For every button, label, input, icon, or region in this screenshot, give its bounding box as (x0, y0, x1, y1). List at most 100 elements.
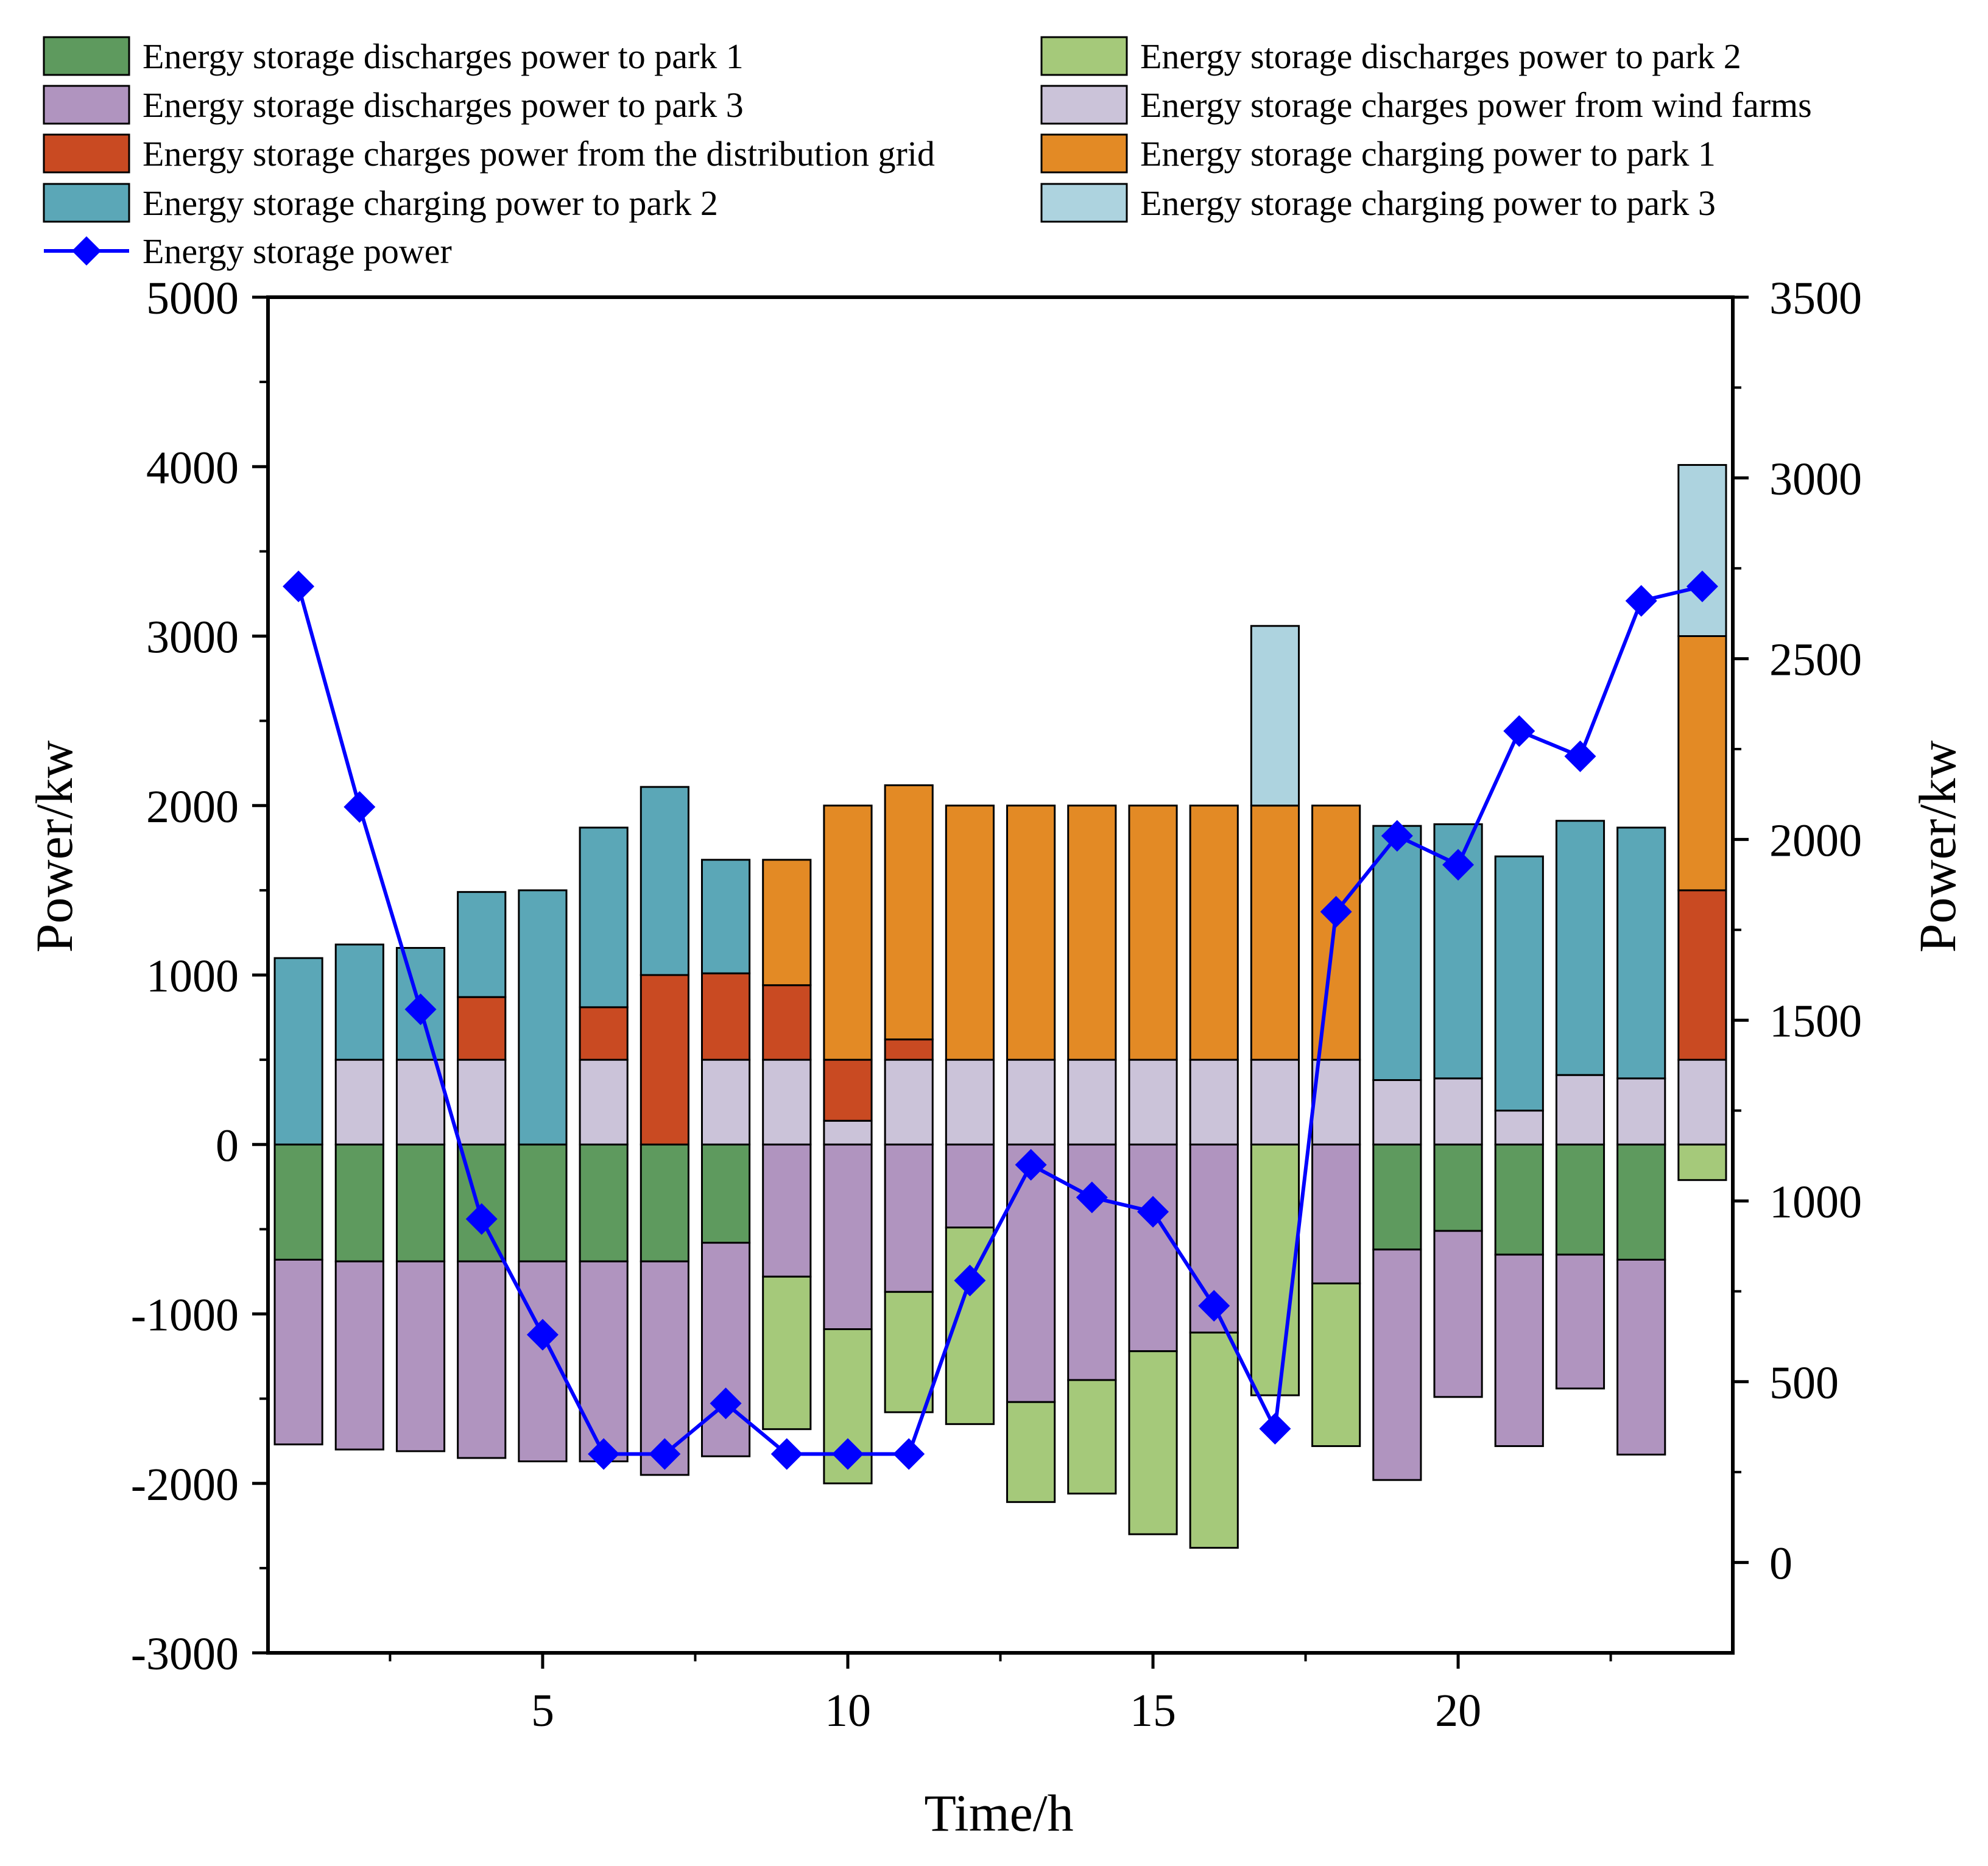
bar-energy-storage-discharges-power-to-park-3-h4 (457, 1260, 507, 1459)
bar-energy-storage-charging-power-to-park-2-h21 (1494, 855, 1544, 1112)
legend-swatch-energy-storage-charging-power-to-park-2 (43, 183, 130, 223)
y2-tick-label: 0 (1769, 1538, 1792, 1590)
y-tick-label: 1000 (146, 951, 239, 1002)
y-tick-label: 0 (216, 1120, 239, 1171)
bar-energy-storage-charges-power-from-wind-farms-h4 (457, 1058, 507, 1146)
y-axis-title: Power/kw (25, 741, 83, 953)
bar-energy-storage-charging-power-to-park-1-h9 (762, 859, 812, 987)
bar-energy-storage-discharges-power-to-park-3-h14 (1067, 1143, 1117, 1381)
bar-energy-storage-discharges-power-to-park-3-h2 (334, 1260, 384, 1451)
y2-tick-label: 2500 (1769, 635, 1862, 686)
bar-energy-storage-charging-power-to-park-1-h18 (1311, 804, 1361, 1061)
bar-energy-storage-charges-power-from-wind-farms-h6 (579, 1058, 629, 1146)
legend-label-energy-storage-charges-power-from-wind-farms: Energy storage charges power from wind f… (1140, 85, 1812, 125)
y2-tick-label: 1000 (1769, 1177, 1862, 1228)
line-point-h16 (1198, 1290, 1230, 1322)
bar-energy-storage-charges-power-from-wind-farms-h21 (1494, 1110, 1544, 1146)
bar-energy-storage-charging-power-to-park-1-h11 (884, 784, 934, 1041)
bar-energy-storage-charges-power-from-the-distribution-grid-h4 (457, 996, 507, 1061)
bar-energy-storage-discharges-power-to-park-2-h15 (1128, 1350, 1178, 1535)
line-point-h8 (710, 1387, 742, 1420)
bar-energy-storage-discharges-power-to-park-3-h19 (1372, 1248, 1422, 1481)
bar-energy-storage-charges-power-from-the-distribution-grid-h8 (700, 972, 751, 1061)
bar-energy-storage-discharges-power-to-park-3-h6 (579, 1260, 629, 1463)
bar-energy-storage-charging-power-to-park-2-h19 (1372, 825, 1422, 1082)
bar-energy-storage-discharges-power-to-park-2-h24 (1677, 1143, 1727, 1181)
bar-energy-storage-charges-power-from-the-distribution-grid-h10 (823, 1058, 873, 1122)
bar-energy-storage-charging-power-to-park-3-h24 (1677, 463, 1727, 638)
y-tick-label: 5000 (146, 273, 239, 324)
bar-energy-storage-charging-power-to-park-2-h5 (518, 889, 568, 1146)
bar-energy-storage-discharges-power-to-park-1-h6 (579, 1143, 629, 1262)
line-point-h3 (404, 993, 437, 1026)
line-point-h17 (1259, 1412, 1291, 1445)
legend-label-energy-storage-discharges-power-to-park-3: Energy storage discharges power to park … (143, 85, 744, 125)
line-point-h24 (1686, 570, 1718, 602)
line-point-h23 (1625, 585, 1657, 617)
legend-label-energy-storage-discharges-power-to-park-1: Energy storage discharges power to park … (143, 37, 744, 76)
legend-label-energy-storage-charging-power-to-park-3: Energy storage charging power to park 3 (1140, 183, 1716, 223)
line-point-h18 (1320, 896, 1352, 928)
legend-label-energy-storage-charging-power-to-park-2: Energy storage charging power to park 2 (143, 183, 718, 223)
bar-energy-storage-discharges-power-to-park-1-h21 (1494, 1143, 1544, 1256)
bar-energy-storage-discharges-power-to-park-1-h1 (273, 1143, 323, 1261)
bar-energy-storage-discharges-power-to-park-1-h20 (1433, 1143, 1483, 1232)
bar-energy-storage-charges-power-from-wind-farms-h23 (1616, 1077, 1666, 1146)
bar-energy-storage-charges-power-from-wind-farms-h18 (1311, 1058, 1361, 1146)
line-point-h10 (831, 1438, 864, 1470)
y2-tick-label: 1500 (1769, 996, 1862, 1047)
y2-axis-title: Power/kw (1908, 741, 1967, 953)
bar-energy-storage-charges-power-from-the-distribution-grid-h6 (579, 1006, 629, 1061)
bar-energy-storage-discharges-power-to-park-2-h16 (1189, 1331, 1239, 1549)
bar-energy-storage-charges-power-from-the-distribution-grid-h11 (884, 1038, 934, 1061)
bar-energy-storage-discharges-power-to-park-2-h13 (1006, 1401, 1056, 1503)
line-point-h1 (283, 570, 315, 602)
bar-energy-storage-charging-power-to-park-2-h2 (334, 943, 384, 1061)
bar-energy-storage-charges-power-from-wind-farms-h20 (1433, 1077, 1483, 1146)
line-point-h22 (1564, 740, 1596, 772)
bar-energy-storage-charges-power-from-wind-farms-h17 (1250, 1058, 1300, 1146)
y-tick-label: 3000 (146, 612, 239, 663)
legend-swatch-energy-storage-charging-power-to-park-1 (1040, 133, 1128, 174)
bar-energy-storage-charges-power-from-wind-farms-h10 (823, 1119, 873, 1146)
line-point-h6 (588, 1438, 620, 1470)
bar-energy-storage-charges-power-from-wind-farms-h11 (884, 1058, 934, 1146)
bar-energy-storage-discharges-power-to-park-3-h22 (1555, 1253, 1606, 1390)
line-series (283, 570, 1718, 1470)
bar-energy-storage-charges-power-from-the-distribution-grid-h9 (762, 984, 812, 1061)
bar-energy-storage-charging-power-to-park-1-h10 (823, 804, 873, 1061)
bar-energy-storage-discharges-power-to-park-1-h8 (700, 1143, 751, 1244)
bar-energy-storage-discharges-power-to-park-1-h7 (640, 1143, 689, 1262)
bar-energy-storage-discharges-power-to-park-1-h5 (518, 1143, 568, 1262)
legend-swatch-energy-storage-charges-power-from-the-distribution-grid (43, 133, 130, 174)
x-tick-label: 20 (1435, 1685, 1481, 1736)
bar-energy-storage-charges-power-from-wind-farms-h15 (1128, 1058, 1178, 1146)
line-energy-storage-power (297, 584, 1703, 1456)
line-point-h15 (1137, 1195, 1169, 1228)
legend-swatch-energy-storage-charges-power-from-wind-farms (1040, 85, 1128, 125)
line-point-h9 (770, 1438, 803, 1470)
bar-energy-storage-discharges-power-to-park-3-h9 (762, 1143, 812, 1278)
line-point-h11 (893, 1438, 925, 1470)
line-point-h7 (649, 1438, 681, 1470)
bar-energy-storage-charges-power-from-wind-farms-h2 (334, 1058, 384, 1146)
axes: -3000 -2000 -1000 0 1000 2000 3000 4000 5000 0 500… (131, 273, 1862, 1736)
legend: Energy storage discharges power to park … (43, 36, 1812, 271)
bar-energy-storage-discharges-power-to-park-3-h5 (518, 1260, 568, 1463)
bar-energy-storage-discharges-power-to-park-3-h13 (1006, 1143, 1056, 1403)
bars (273, 463, 1727, 1549)
bar-energy-storage-charging-power-to-park-1-h15 (1128, 804, 1178, 1061)
line-point-h12 (954, 1264, 986, 1297)
legend-marker-energy-storage-power (72, 236, 101, 266)
y2-tick-label: 2000 (1769, 815, 1862, 866)
y2-tick-label: 3000 (1769, 454, 1862, 505)
bar-energy-storage-charging-power-to-park-3-h17 (1250, 625, 1300, 807)
line-point-h21 (1503, 715, 1535, 747)
bar-energy-storage-discharges-power-to-park-3-h23 (1616, 1258, 1666, 1456)
bar-energy-storage-charges-power-from-wind-farms-h19 (1372, 1079, 1422, 1146)
legend-swatch-energy-storage-discharges-power-to-park-1 (43, 36, 130, 76)
y-tick-label: 4000 (146, 442, 239, 493)
bar-energy-storage-charges-power-from-wind-farms-h14 (1067, 1058, 1117, 1146)
x-tick-label: 10 (825, 1685, 871, 1736)
line-point-h19 (1381, 820, 1413, 852)
